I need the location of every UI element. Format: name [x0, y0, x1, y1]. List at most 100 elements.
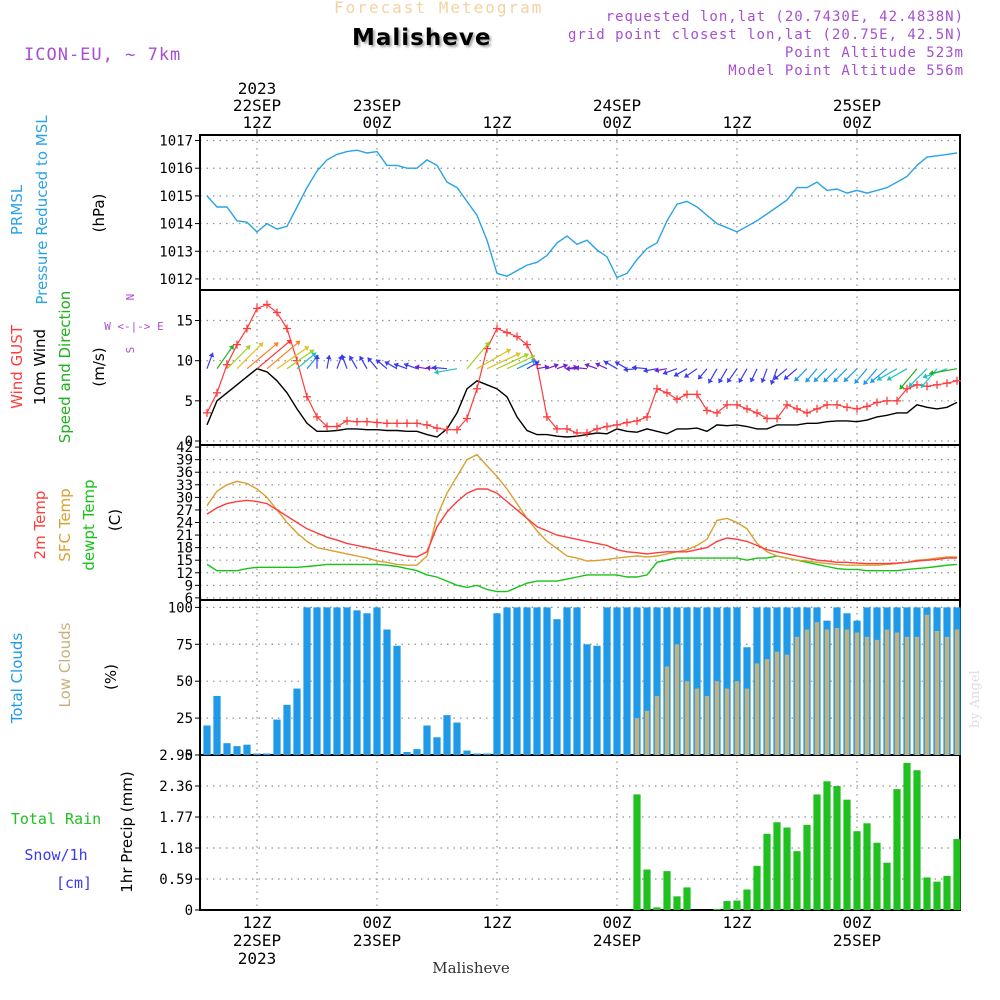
wind-direction-arrow	[466, 341, 490, 370]
arrow-head	[877, 375, 883, 381]
total-cloud-bar	[403, 752, 411, 755]
gust-marker	[343, 416, 351, 425]
gust-marker	[433, 424, 441, 433]
wind-direction-arrow	[684, 368, 698, 379]
rain-bar	[663, 871, 671, 910]
arrow-head	[887, 375, 893, 381]
bottom-time-label: 00Z	[843, 913, 872, 932]
arrow-shaft	[899, 368, 918, 390]
total-cloud-bar	[313, 607, 321, 755]
temperature-tick-label: 6	[185, 591, 193, 607]
total-cloud-bar	[463, 750, 471, 755]
wind-direction-arrow	[869, 368, 888, 384]
gust-marker	[793, 404, 801, 413]
arrow-head	[228, 344, 234, 350]
arrow-head	[534, 361, 540, 367]
gust-marker	[633, 416, 641, 425]
precip-tick-label: 2.95	[159, 748, 193, 764]
pressure-unit: (hPa)	[90, 194, 108, 233]
wind-direction-arrow	[314, 354, 320, 369]
rain-bar	[713, 908, 721, 910]
wind-direction-arrow	[929, 368, 958, 376]
rain-bar	[733, 900, 741, 910]
total-cloud-bar	[543, 607, 551, 755]
rain-bar	[803, 824, 811, 910]
gust-marker	[293, 356, 301, 365]
arrow-head	[426, 365, 431, 372]
gust-marker	[303, 392, 311, 401]
low-cloud-bar	[864, 636, 870, 755]
wind-tick-label: 10	[176, 354, 193, 370]
rain-bar	[853, 831, 861, 910]
bottom-time-label: 22SEP	[233, 931, 281, 950]
wind-direction-arrow	[367, 357, 378, 370]
rain-bar	[903, 762, 911, 910]
wind-direction-arrow	[773, 368, 788, 381]
gust-marker	[253, 304, 261, 313]
wind-direction-arrow	[833, 368, 848, 383]
location-title: Malisheve	[352, 25, 492, 51]
gust-marker	[283, 324, 291, 333]
wind-direction-arrow	[526, 361, 540, 370]
wind-tick-label: 15	[176, 314, 193, 330]
gust-marker	[363, 417, 371, 426]
arrow-shaft	[266, 340, 301, 370]
precip-tick-label: 0.59	[159, 872, 193, 888]
top-time-label: 00Z	[603, 113, 632, 132]
top-time-label: 24SEP	[593, 96, 641, 115]
gust-marker	[323, 422, 331, 431]
panel-pressure	[195, 134, 961, 291]
pressure-tick-label: 1014	[159, 217, 193, 233]
arrow-shaft	[296, 352, 317, 370]
wind-direction-arrow	[922, 368, 948, 379]
gust-marker	[683, 390, 691, 399]
total-clouds-label: Total Clouds	[8, 633, 26, 725]
gust-marker	[743, 404, 751, 413]
direction-label: Speed and Direction	[56, 291, 74, 444]
total-cloud-bar	[603, 607, 611, 755]
total-cloud-bar	[583, 644, 591, 755]
low-cloud-bar	[684, 681, 690, 755]
gust-marker	[623, 418, 631, 427]
bottom-location-label: Malisheve	[432, 959, 510, 977]
bottom-time-label: 23SEP	[353, 931, 401, 950]
arrow-shaft	[246, 341, 279, 370]
clouds-tick-label: 100	[168, 600, 193, 616]
wind-direction-arrow	[384, 361, 398, 370]
arrow-head	[245, 345, 251, 351]
arrow-head	[348, 355, 355, 361]
low-cloud-bar	[784, 654, 790, 755]
rain-bar	[893, 789, 901, 910]
wind-direction-arrow	[574, 365, 588, 371]
arrow-head	[929, 370, 934, 376]
low-cloud-bar	[634, 718, 640, 755]
wind-direction-arrow	[813, 368, 828, 383]
total-cloud-bar	[413, 749, 421, 755]
wind-direction-arrow	[603, 360, 618, 370]
gust-marker	[733, 400, 741, 409]
temp-unit: (C)	[106, 509, 124, 531]
wind-direction-arrow	[536, 364, 550, 371]
wind-direction-arrow	[584, 362, 598, 370]
rain-bar	[683, 887, 691, 910]
arrow-head	[707, 378, 714, 384]
wind-direction-arrow	[325, 355, 332, 369]
wind-direction-arrow	[760, 368, 768, 384]
arrow-head	[899, 384, 905, 390]
clouds-tick-label: 75	[176, 637, 193, 653]
low-cloud-bar	[854, 632, 860, 755]
gust-marker	[513, 332, 521, 341]
total-cloud-bar	[243, 744, 251, 755]
total-cloud-bar	[423, 725, 431, 755]
gust-marker	[333, 422, 341, 431]
low-cloud-bar	[674, 644, 680, 755]
top-time-label: 23SEP	[353, 96, 401, 115]
gust-marker	[783, 400, 791, 409]
top-time-label: 00Z	[363, 113, 392, 132]
temperature-tick-label: 21	[176, 528, 193, 544]
arrow-head	[544, 364, 550, 371]
arrow-head	[718, 378, 724, 384]
clouds-tick-label: 0	[185, 748, 193, 764]
arrow-head	[654, 367, 660, 374]
low-cloud-bar	[714, 681, 720, 755]
